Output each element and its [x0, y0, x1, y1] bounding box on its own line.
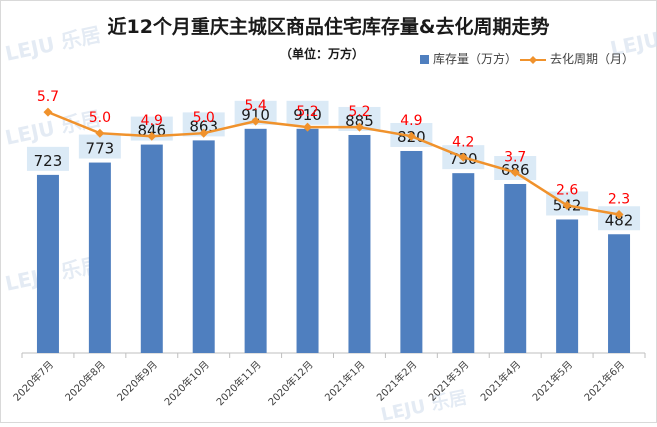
bar-label-background — [286, 100, 329, 125]
bar — [556, 219, 579, 353]
line-point — [43, 107, 53, 117]
x-tick-label: 2020年8月 — [62, 358, 108, 404]
line-point — [303, 122, 313, 132]
legend-item-inventory: 库存量（万方） — [420, 50, 517, 67]
line-value-label: 5.0 — [89, 110, 111, 126]
bar — [608, 234, 631, 353]
line-value-label: 3.7 — [504, 149, 526, 165]
legend-item-cycle: 去化周期（月） — [520, 50, 634, 67]
chart-subtitle: （单位：万方） — [280, 47, 365, 61]
x-tick-label: 2021年2月 — [374, 358, 420, 404]
legend-bar-swatch — [420, 55, 429, 64]
bar-value-label: 723 — [34, 152, 63, 170]
bar — [88, 162, 111, 353]
x-tick-label: 2021年4月 — [478, 358, 524, 404]
bar-value-label: 885 — [345, 112, 374, 130]
bar — [36, 174, 59, 353]
legend-label-cycle: 去化周期（月） — [550, 52, 635, 66]
x-tick-label: 2021年5月 — [529, 358, 575, 404]
bar — [504, 183, 527, 353]
bar — [192, 140, 215, 353]
line-point — [199, 128, 209, 138]
line-point — [458, 152, 468, 162]
line-value-label: 4.9 — [400, 113, 422, 129]
x-tick-label: 2021年6月 — [581, 358, 627, 404]
bar-label-background — [26, 146, 69, 171]
line-point — [354, 122, 364, 132]
line-point — [147, 131, 157, 141]
line-point — [562, 200, 572, 210]
legend-label-inventory: 库存量（万方） — [433, 52, 518, 66]
x-tick-label: 2020年10月 — [161, 358, 211, 408]
line-value-label: 5.2 — [348, 104, 370, 120]
line-point — [251, 116, 261, 126]
x-tick-label: 2021年1月 — [322, 358, 368, 404]
line-value-label: 4.2 — [452, 134, 474, 150]
x-tick-label: 2020年7月 — [10, 358, 56, 404]
line-value-label: 5.0 — [193, 110, 215, 126]
bar-value-label: 773 — [86, 140, 115, 158]
bar — [348, 134, 371, 353]
bar-value-label: 910 — [293, 106, 322, 124]
x-tick-label: 2021年3月 — [426, 358, 472, 404]
line-value-label: 2.6 — [556, 182, 578, 198]
bar — [296, 128, 319, 353]
line-value-label: 5.4 — [244, 98, 266, 114]
line-value-label: 5.7 — [37, 89, 59, 105]
line-value-label: 5.2 — [296, 104, 318, 120]
bar — [140, 144, 163, 353]
line-value-label: 2.3 — [608, 191, 630, 207]
line-value-label: 4.9 — [141, 113, 163, 129]
line-point — [510, 167, 520, 177]
line-point — [406, 131, 416, 141]
x-tick-label: 2020年9月 — [114, 358, 160, 404]
bar — [244, 128, 267, 353]
series-line — [47, 110, 620, 216]
bar-value-label: 910 — [241, 106, 270, 124]
bar — [400, 150, 423, 353]
chart-title: 近12个月重庆主城区商品住宅库存量&去化周期走势 — [107, 16, 550, 38]
x-tick-label: 2020年11月 — [213, 358, 263, 408]
line-point — [614, 209, 624, 219]
legend-line-swatch — [520, 55, 546, 64]
bar — [452, 173, 475, 353]
bar-label-background — [78, 134, 121, 159]
bar-value-label: 482 — [605, 211, 634, 229]
line-point — [95, 128, 105, 138]
x-tick-label: 2020年12月 — [265, 358, 315, 408]
